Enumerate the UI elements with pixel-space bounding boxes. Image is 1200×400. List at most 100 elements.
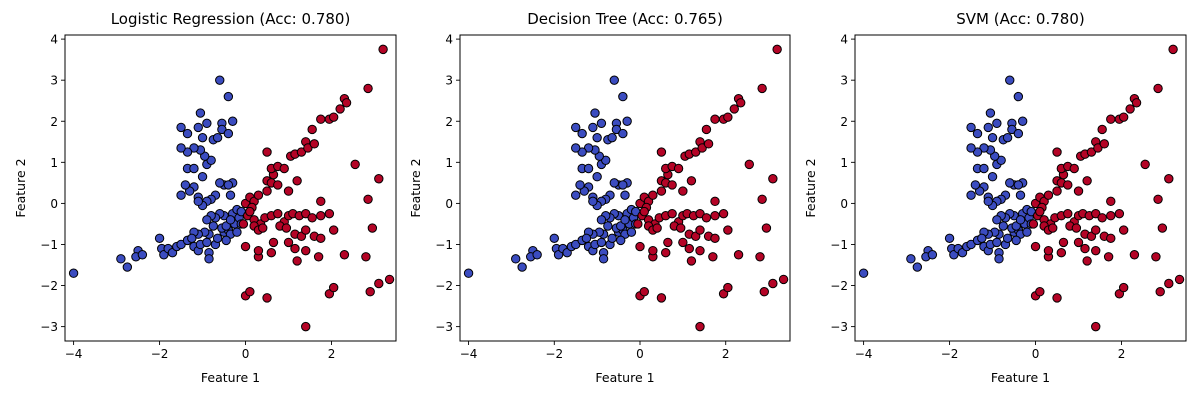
y-tick-label: 2 [445, 115, 453, 129]
point-class-0 [966, 122, 976, 133]
x-axis-label: Feature 1 [201, 370, 260, 385]
point-class-1 [1091, 245, 1101, 256]
point-class-1 [678, 237, 688, 248]
point-class-1 [686, 256, 697, 266]
point-class-1 [729, 104, 739, 114]
point-class-0 [202, 237, 212, 248]
point-class-1 [1174, 274, 1185, 285]
point-class-1 [262, 147, 272, 157]
point-class-0 [1015, 190, 1026, 200]
axes-frame [854, 34, 1187, 342]
point-class-0 [992, 237, 1002, 248]
point-class-1 [316, 233, 326, 244]
point-class-0 [979, 163, 989, 174]
point-class-1 [301, 225, 311, 235]
point-class-1 [768, 174, 778, 184]
y-tick-label: 1 [445, 156, 453, 170]
x-tick-label: −4 [460, 347, 478, 361]
axes-frame [64, 34, 397, 342]
y-axis-label: Feature 2 [803, 158, 818, 217]
point-class-1 [262, 293, 272, 303]
point-class-1 [341, 98, 352, 108]
point-class-0 [575, 180, 585, 190]
point-class-0 [927, 250, 938, 260]
point-class-1 [673, 163, 684, 174]
point-class-0 [1013, 128, 1024, 139]
point-class-1 [313, 252, 324, 262]
point-class-1 [307, 124, 317, 135]
point-class-0 [992, 118, 1002, 129]
point-class-0 [987, 132, 998, 143]
point-class-0 [983, 122, 993, 133]
point-class-1 [635, 241, 645, 252]
point-class-0 [68, 268, 79, 278]
x-tick-label: −2 [941, 347, 959, 361]
point-class-1 [710, 196, 720, 207]
point-class-1 [718, 208, 729, 219]
chart-title: SVM (Acc: 0.780) [956, 10, 1084, 28]
point-class-0 [994, 254, 1004, 264]
point-class-1 [1125, 104, 1135, 114]
point-class-1 [710, 233, 720, 244]
point-class-1 [676, 223, 686, 233]
point-class-1 [701, 213, 712, 223]
point-class-1 [258, 223, 268, 233]
y-tick-label: 1 [50, 156, 58, 170]
point-class-0 [607, 233, 617, 244]
x-tick-label: −4 [855, 347, 873, 361]
point-class-1 [710, 114, 720, 124]
y-tick-label: −1 [830, 238, 848, 252]
point-class-0 [232, 227, 242, 237]
x-tick-label: 0 [242, 347, 250, 361]
point-class-0 [116, 254, 126, 264]
point-class-1 [328, 112, 339, 122]
point-class-1 [283, 186, 294, 196]
point-class-0 [225, 190, 236, 200]
point-class-1 [378, 44, 388, 55]
point-class-1 [1091, 225, 1101, 235]
point-class-1 [639, 287, 649, 297]
point-class-0 [618, 180, 628, 190]
point-class-1 [1058, 237, 1069, 248]
point-class-1 [384, 274, 395, 285]
y-tick-label: −3 [435, 320, 453, 334]
point-class-1 [1056, 247, 1067, 258]
point-class-0 [197, 132, 208, 143]
point-class-1 [1153, 83, 1163, 94]
point-class-1 [723, 225, 733, 235]
point-class-1 [656, 147, 667, 157]
point-class-1 [307, 213, 317, 223]
point-class-0 [511, 254, 521, 264]
point-class-1 [778, 274, 789, 285]
point-class-0 [223, 180, 234, 190]
point-class-1 [361, 252, 371, 262]
point-class-1 [1118, 282, 1129, 293]
point-class-1 [292, 256, 302, 266]
point-class-1 [1097, 124, 1107, 135]
point-class-1 [695, 245, 705, 256]
point-class-1 [1168, 44, 1178, 55]
point-class-1 [374, 278, 384, 289]
x-tick-label: 2 [722, 347, 730, 361]
point-class-0 [212, 132, 223, 143]
point-class-0 [176, 143, 186, 153]
point-class-0 [193, 196, 203, 207]
point-class-0 [620, 215, 630, 225]
x-tick-label: −2 [151, 347, 169, 361]
point-class-1 [768, 278, 778, 289]
point-class-1 [328, 225, 339, 235]
point-class-0 [598, 254, 609, 264]
point-class-1 [301, 245, 311, 256]
point-class-1 [1097, 213, 1107, 223]
point-class-0 [609, 75, 619, 85]
point-class-0 [977, 233, 987, 244]
point-class-0 [596, 118, 607, 129]
subplot-2: −4 −2 0 2 −3 −2 −1 0 1 2 3 4 Decision Tree (Acc: 0.7… [408, 10, 791, 385]
point-class-0 [972, 128, 983, 139]
axes-frame [459, 34, 791, 342]
point-class-1 [1080, 243, 1090, 254]
point-class-0 [571, 190, 581, 200]
point-class-0 [992, 215, 1002, 225]
point-class-1 [757, 83, 767, 94]
point-class-1 [695, 225, 705, 235]
